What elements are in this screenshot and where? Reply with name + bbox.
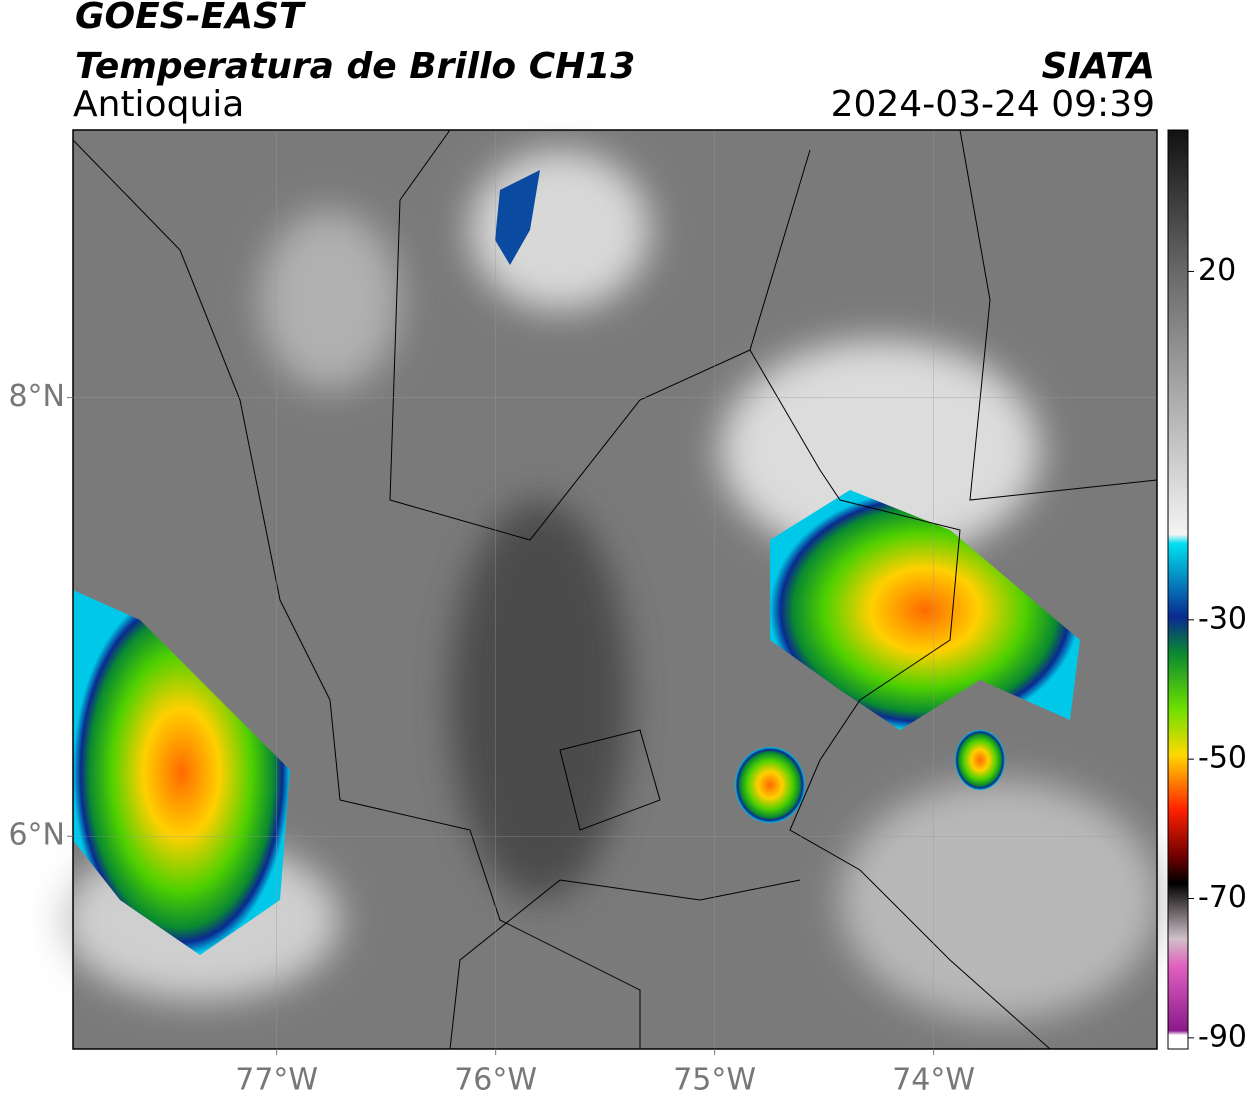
x-tick-label: 77°W [235,1063,318,1098]
colorbar [1167,129,1189,1050]
map-imagery [60,129,1160,1050]
graticule [73,130,1157,1049]
source: SIATA [1042,46,1155,87]
colorbar-tick-label: -50 [1198,741,1247,776]
datetime: 2024-03-24 09:39 [831,84,1155,125]
subtitle: Temperatura de Brillo CH13 [75,46,635,87]
colorbar-tick-label: -30 [1198,601,1247,636]
x-tick-label: 75°W [673,1063,756,1098]
colorbar-tick-label: -70 [1198,880,1247,915]
title: GOES-EAST [75,0,306,37]
x-tick-label: 76°W [454,1063,537,1098]
region: Antioquia [73,84,244,125]
y-tick-label: 8°N [8,379,65,414]
colorbar-tick-label: -90 [1198,1019,1247,1054]
x-tick-label: 74°W [892,1063,975,1098]
y-tick-label: 6°N [8,818,65,853]
colorbar-tick-label: 20 [1198,253,1236,288]
map-frame [72,129,1158,1050]
